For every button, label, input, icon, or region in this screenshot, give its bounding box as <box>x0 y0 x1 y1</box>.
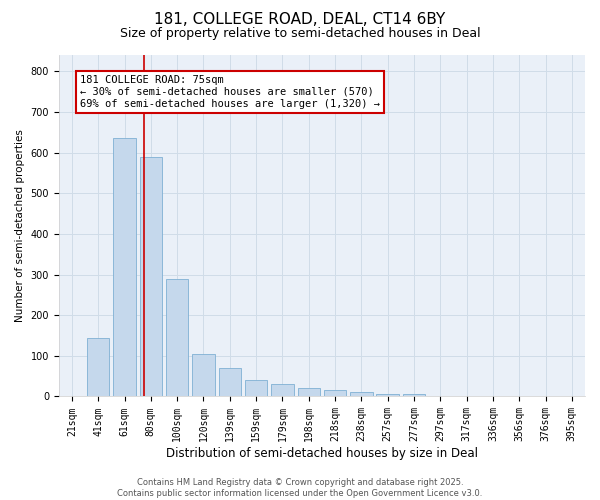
Text: 181 COLLEGE ROAD: 75sqm
← 30% of semi-detached houses are smaller (570)
69% of s: 181 COLLEGE ROAD: 75sqm ← 30% of semi-de… <box>80 76 380 108</box>
Y-axis label: Number of semi-detached properties: Number of semi-detached properties <box>15 130 25 322</box>
Bar <box>324 390 346 396</box>
Bar <box>350 392 373 396</box>
Text: Contains HM Land Registry data © Crown copyright and database right 2025.
Contai: Contains HM Land Registry data © Crown c… <box>118 478 482 498</box>
Bar <box>298 388 320 396</box>
Bar <box>87 338 109 396</box>
Bar <box>140 156 162 396</box>
Text: 181, COLLEGE ROAD, DEAL, CT14 6BY: 181, COLLEGE ROAD, DEAL, CT14 6BY <box>154 12 446 28</box>
Bar <box>271 384 293 396</box>
Bar <box>376 394 399 396</box>
X-axis label: Distribution of semi-detached houses by size in Deal: Distribution of semi-detached houses by … <box>166 447 478 460</box>
Bar <box>245 380 267 396</box>
Bar <box>166 278 188 396</box>
Bar <box>403 394 425 396</box>
Bar <box>193 354 215 397</box>
Bar <box>113 138 136 396</box>
Bar <box>218 368 241 396</box>
Text: Size of property relative to semi-detached houses in Deal: Size of property relative to semi-detach… <box>119 28 481 40</box>
